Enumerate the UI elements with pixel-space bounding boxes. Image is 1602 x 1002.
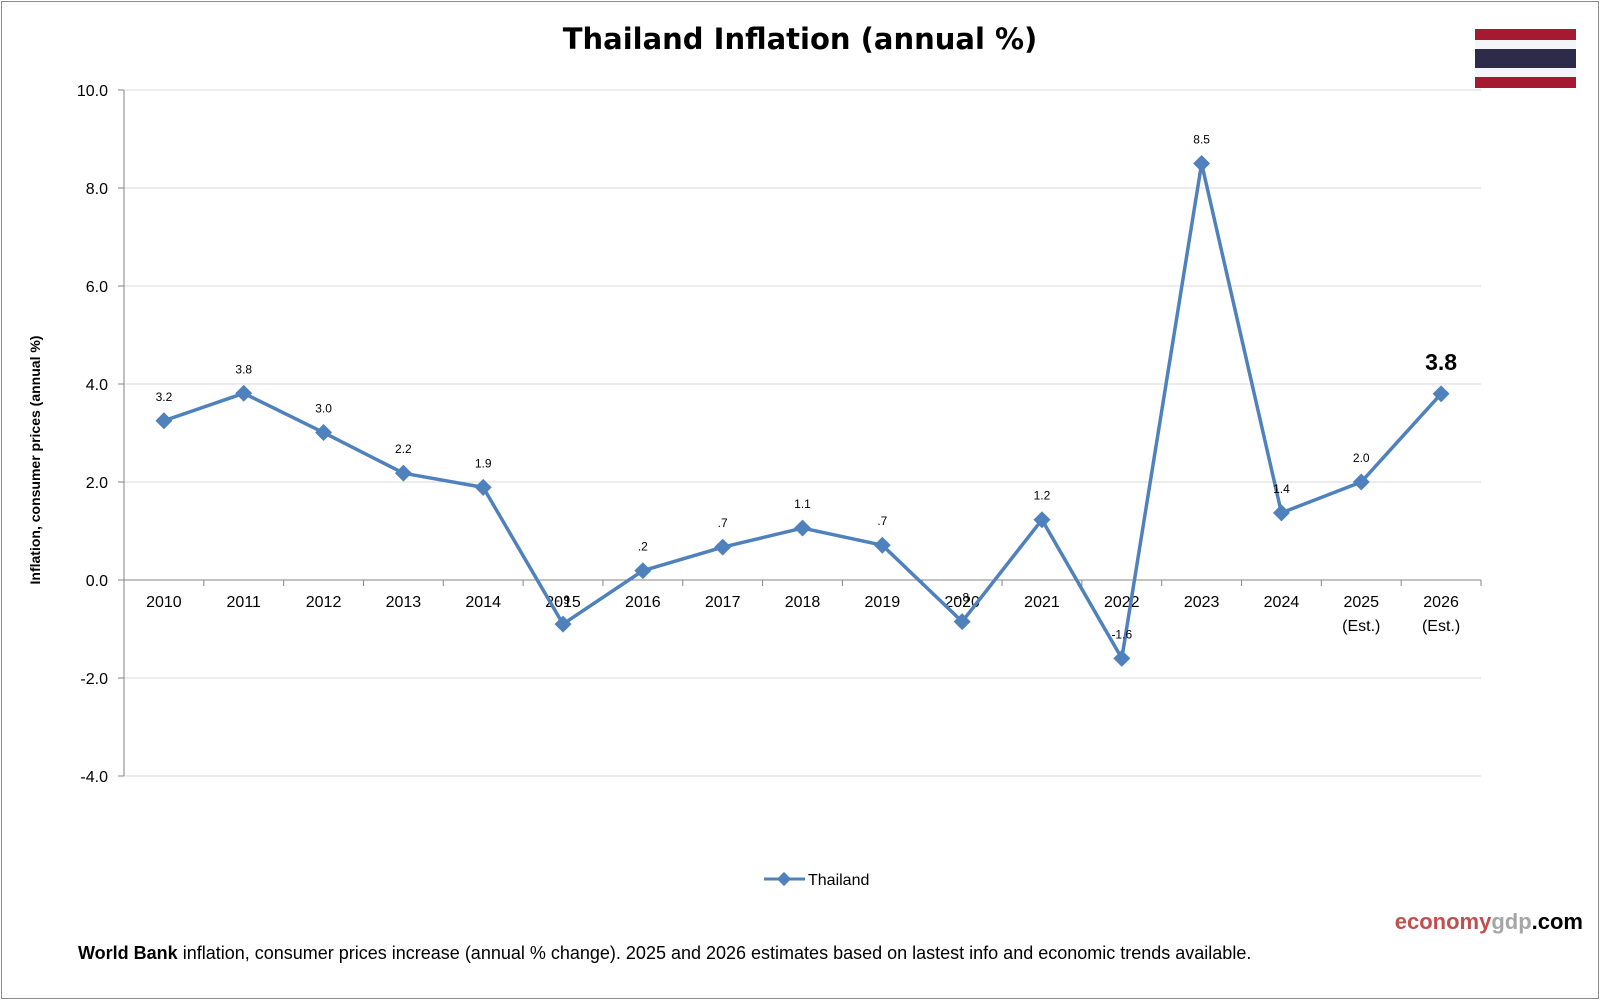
y-tick-label: -2.0 (80, 671, 108, 688)
y-tick-label: 8.0 (86, 181, 108, 198)
x-tick-label: 2019 (865, 594, 901, 611)
x-tick-label: 2012 (306, 594, 342, 611)
data-point (1193, 155, 1211, 172)
data-point (315, 424, 333, 441)
data-point (474, 478, 492, 496)
data-label: 1.9 (475, 456, 492, 470)
data-point (235, 384, 253, 402)
data-point (394, 464, 412, 482)
x-tick-label: 2020 (944, 594, 980, 611)
footnote: World Bank inflation, consumer prices in… (78, 943, 1251, 963)
y-tick-label: 2.0 (86, 475, 108, 492)
y-axis-ticks: 10.0 8.0 6.0 4.0 2.0 0.0 -2.0 -4.0 (77, 83, 124, 786)
data-label: 3.2 (156, 390, 173, 404)
data-label: .7 (877, 514, 887, 528)
y-tick-label: 10.0 (77, 83, 108, 100)
x-tick-label: 2014 (465, 594, 501, 611)
x-tick-label: 2026 (Est.) (1422, 594, 1460, 635)
x-tick-label: 2021 (1024, 594, 1060, 611)
y-tick-label: -4.0 (80, 769, 108, 786)
legend-thailand: Thailand (808, 872, 869, 889)
x-tick-label: 2013 (386, 594, 422, 611)
data-label: -.8 (955, 591, 969, 605)
data-point (554, 615, 572, 633)
data-label: 3.0 (315, 402, 332, 416)
data-point (1033, 511, 1051, 529)
series-thailand (155, 155, 1450, 667)
data-label: 1.2 (1034, 489, 1051, 503)
y-axis-label: Inflation, consumer prices (annual %) (27, 336, 43, 585)
chart-title: Thailand Inflation (annual %) (563, 22, 1038, 56)
data-point (1272, 504, 1290, 522)
data-point (634, 562, 652, 580)
data-label: 3.8 (235, 362, 252, 376)
x-tick-label: 2024 (1264, 594, 1300, 611)
thailand-flag-icon (1475, 29, 1576, 88)
data-point (155, 412, 173, 430)
data-label: .2 (638, 540, 648, 554)
x-axis-ticks: 2010 2011 2012 2013 2014 2015 2016 2017 2018 2019… (123, 580, 1482, 635)
data-label: 8.5 (1193, 133, 1210, 147)
data-point (953, 613, 971, 631)
x-tick-label: 2023 (1184, 594, 1220, 611)
data-label: -1.6 (1111, 627, 1132, 641)
series-line-thailand (163, 161, 1443, 661)
x-tick-label: 2025 (Est.) (1342, 594, 1380, 635)
data-label: 1.4 (1273, 482, 1290, 496)
x-tick-label: 2016 (625, 594, 661, 611)
x-tick-label: 2017 (705, 594, 741, 611)
x-tick-label: 2022 (1104, 594, 1140, 611)
data-point (714, 538, 732, 556)
legend-marker (776, 871, 792, 887)
axes (123, 90, 1481, 776)
data-label: 1.1 (794, 497, 811, 511)
data-labels: 3.2 3.8 3.0 2.2 1.9 -.9 .2 .7 1.1 .7 -.8 1.2 -1.6 8.5… (156, 133, 1458, 642)
y-tick-label: 6.0 (86, 279, 108, 296)
data-label: 2.2 (395, 442, 412, 456)
data-point (873, 536, 891, 554)
data-point (794, 519, 811, 537)
y-tick-label: 0.0 (86, 573, 108, 590)
data-label: -.9 (556, 593, 570, 607)
data-label: 2.0 (1353, 451, 1370, 465)
x-tick-label: 2010 (146, 594, 182, 611)
brand-logo: economygdp.com (1395, 909, 1583, 934)
data-point (1113, 649, 1131, 667)
data-label: 3.8 (1425, 349, 1457, 375)
x-tick-label: 2018 (785, 594, 821, 611)
y-tick-label: 4.0 (86, 377, 108, 394)
data-label: .7 (718, 516, 728, 530)
legend: Thailand (764, 871, 869, 889)
x-tick-label: 2011 (227, 594, 262, 611)
